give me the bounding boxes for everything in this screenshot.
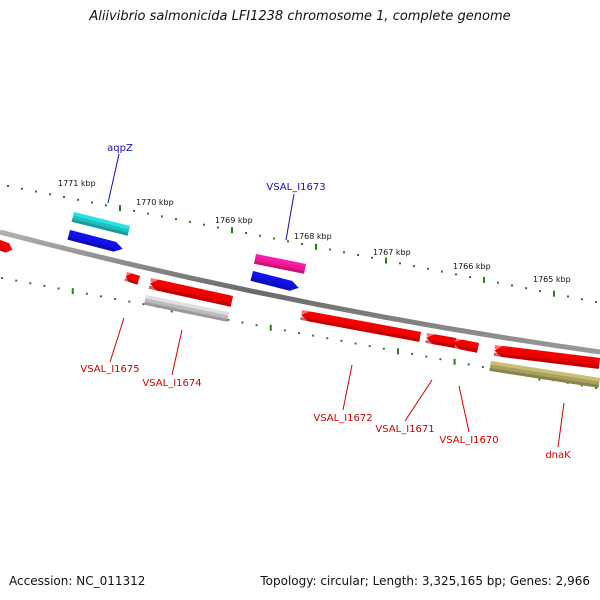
gene-red-VSAL_I1672	[300, 310, 421, 342]
gene-blue-VSAL_I1673	[250, 271, 299, 291]
forward-gene-label: VSAL_I1673	[266, 182, 325, 193]
leader-line	[342, 364, 353, 411]
reverse-gene-label: VSAL_I1672	[313, 413, 372, 424]
reverse-gene-label: VSAL_I1674	[142, 378, 201, 389]
leader-line	[107, 153, 120, 204]
leader-line	[458, 385, 470, 433]
genes	[0, 212, 600, 388]
forward-gene-label: aqpZ	[107, 143, 133, 154]
scale-label: 1767 kbp	[373, 248, 411, 257]
summary-text: Topology: circular; Length: 3,325,165 bp…	[260, 574, 590, 588]
chromosome-backbone	[0, 229, 600, 355]
scale-label: 1771 kbp	[58, 179, 96, 188]
label-leaders	[107, 153, 565, 448]
reverse-gene-label: dnaK	[545, 450, 571, 461]
gene-olive-dnaK	[489, 361, 600, 388]
gene-magenta-VSAL_I1673	[254, 254, 306, 274]
scale-label: 1769 kbp	[215, 216, 253, 225]
scale-label: 1765 kbp	[533, 275, 571, 284]
gene-cyan-aqpZ	[71, 212, 130, 236]
page-title: Aliivibrio salmonicida LFI1238 chromosom…	[89, 9, 511, 24]
gene-red-VSAL_I1670	[452, 338, 479, 353]
gene-red-VSAL_I1675	[124, 272, 140, 285]
gene-red-VSAL_I1671	[425, 333, 456, 348]
gene-gray-VSAL_I1674	[143, 295, 229, 322]
leader-line	[171, 329, 183, 376]
scale-label: 1768 kbp	[294, 232, 332, 241]
reverse-gene-label: VSAL_I1675	[80, 364, 139, 375]
leader-line	[557, 402, 565, 448]
leader-line	[285, 193, 295, 241]
leader-line	[109, 317, 125, 363]
scale-labels: 1771 kbp 1770 kbp 1769 kbp 1768 kbp 1767 kbp…	[58, 179, 571, 284]
gene-blue-aqpZ	[67, 230, 123, 252]
reverse-gene-label: VSAL_I1670	[439, 435, 498, 446]
reverse-gene-label: VSAL_I1671	[375, 424, 434, 435]
scale-label: 1770 kbp	[136, 198, 174, 207]
scale-label: 1766 kbp	[453, 262, 491, 271]
gene-red-edge-left	[0, 240, 13, 253]
leader-line	[404, 379, 433, 422]
accession-text: Accession: NC_011312	[9, 574, 146, 588]
tick-marks	[1, 185, 597, 389]
gene-red-VSAL_I1674	[148, 278, 233, 307]
gene-red-dnaK	[493, 345, 600, 369]
